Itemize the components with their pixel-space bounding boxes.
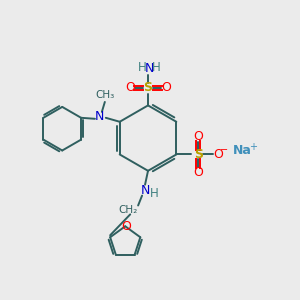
Text: O: O xyxy=(125,81,135,94)
Text: O: O xyxy=(213,148,223,161)
Text: CH₃: CH₃ xyxy=(95,90,115,100)
Text: N: N xyxy=(144,62,154,75)
Text: H: H xyxy=(150,187,158,200)
Text: Na: Na xyxy=(233,144,252,157)
Text: O: O xyxy=(193,130,203,143)
Text: H: H xyxy=(152,61,160,74)
Text: CH₂: CH₂ xyxy=(118,206,138,215)
Text: O: O xyxy=(193,166,203,179)
Text: N: N xyxy=(95,110,105,123)
Text: +: + xyxy=(249,142,256,152)
Text: H: H xyxy=(138,61,146,74)
Text: S: S xyxy=(194,148,202,161)
Text: S: S xyxy=(143,81,152,94)
Text: −: − xyxy=(220,145,228,154)
Text: O: O xyxy=(121,220,131,233)
Text: N: N xyxy=(140,184,150,197)
Text: O: O xyxy=(161,81,171,94)
